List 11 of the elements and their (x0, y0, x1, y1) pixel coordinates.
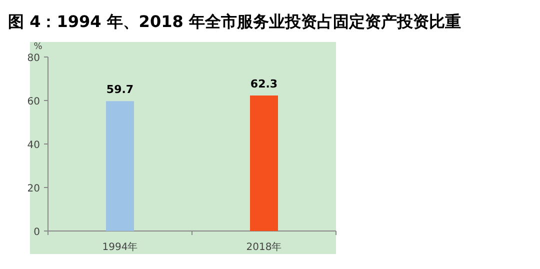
chart-title: 图 4：1994 年、2018 年全市服务业投资占固定资产投资比重 (8, 12, 461, 31)
y-tick-label: 20 (27, 184, 40, 194)
data-label: 59.7 (106, 83, 134, 96)
y-axis-title: % (34, 42, 43, 52)
y-tick-label: 0 (34, 227, 40, 238)
y-tick-label: 80 (27, 53, 40, 64)
x-tick-label: 2018年 (246, 241, 282, 253)
data-label: 62.3 (250, 77, 278, 90)
y-tick-label: 60 (27, 96, 40, 108)
x-tick-label: 1994年 (102, 241, 138, 253)
y-tick-label: 40 (27, 140, 40, 151)
